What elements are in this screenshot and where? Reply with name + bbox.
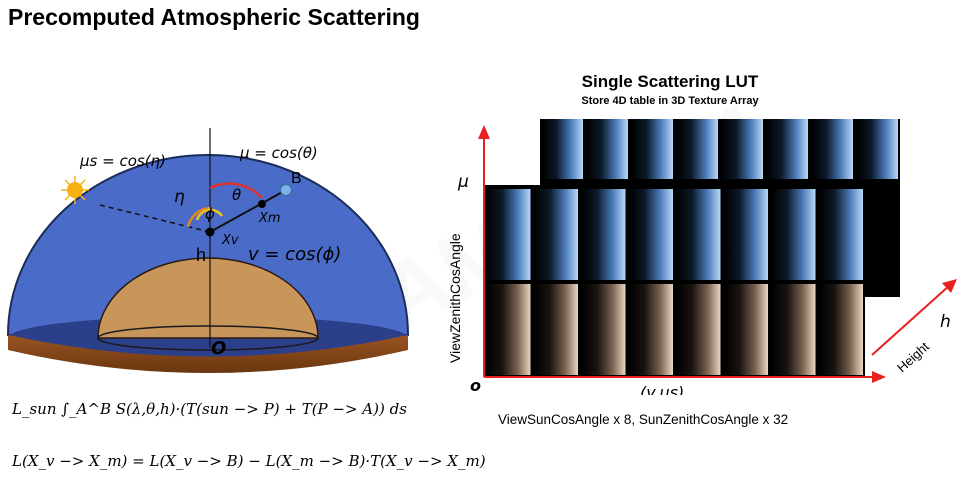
xm-point	[258, 200, 266, 208]
x-axis-label: (v,μs)	[640, 383, 684, 395]
phi-label: ϕ	[205, 205, 215, 223]
lut-tile	[629, 189, 673, 280]
lut-tile	[677, 189, 721, 280]
lut-tile	[487, 284, 531, 375]
lut-title: Single Scattering LUT	[581, 72, 759, 91]
lut-tile	[857, 119, 898, 179]
lut-tile	[487, 189, 531, 280]
mu-s-label: μs = cos(η)	[79, 152, 166, 170]
b-label: B	[291, 170, 302, 187]
lut-tile	[819, 284, 863, 375]
lut-tile	[542, 119, 583, 179]
lut-tile	[772, 284, 816, 375]
xv-label: Xv	[221, 233, 239, 248]
b-point	[280, 184, 292, 196]
lut-tile	[677, 119, 718, 179]
mu-symbol: μ	[457, 172, 469, 192]
xm-label: Xm	[258, 211, 281, 226]
lut-origin: o	[470, 376, 481, 395]
theta-arc	[209, 182, 263, 199]
lut-subtitle: Store 4D table in 3D Texture Array	[581, 95, 759, 107]
lut-tile	[724, 189, 768, 280]
lut-front-layer	[485, 185, 865, 377]
lut-tile	[722, 119, 763, 179]
lut-tile	[812, 119, 853, 179]
lut-tile	[677, 284, 721, 375]
h-symbol: h	[940, 312, 951, 332]
lut-tile	[587, 119, 628, 179]
lut-figure: μ ViewZenithCosAngle o (v,μs) Height h	[447, 119, 957, 395]
v-label: v = cos(ϕ)	[248, 244, 341, 265]
eta-arc	[186, 206, 211, 228]
equation-single-scattering: L_sun ∫_A^B S(λ,θ,h)·(T(sun −> P) + T(P …	[12, 400, 407, 418]
theta-label: θ	[232, 186, 241, 204]
lut-tile	[772, 189, 816, 280]
phi-arc	[195, 208, 224, 221]
lut-tile	[724, 284, 768, 375]
y-axis-label: ViewZenithCosAngle	[447, 233, 463, 363]
mu-label: μ = cos(θ)	[239, 144, 318, 162]
view-ray	[209, 189, 287, 233]
equation-radiance-difference: L(X_v −> X_m) = L(X_v −> B) − L(X_m −> B…	[12, 452, 486, 470]
lut-caption: ViewSunCosAngle x 8, SunZenithCosAngle x…	[498, 412, 789, 427]
lut-tile	[582, 189, 626, 280]
height-label: Height	[894, 339, 932, 376]
eta-label: η	[174, 187, 185, 207]
origin-label: O	[211, 338, 226, 359]
lut-tile	[629, 284, 673, 375]
lut-tile	[767, 119, 808, 179]
lut-tile	[534, 189, 578, 280]
lut-tile	[632, 119, 673, 179]
earth-dome	[97, 257, 319, 339]
sun-icon	[61, 176, 89, 204]
xv-point	[205, 227, 215, 237]
lut-tile	[819, 189, 863, 280]
lut-tile	[582, 284, 626, 375]
ground	[8, 335, 408, 373]
sky-dome	[6, 154, 410, 336]
slide-title: Precomputed Atmospheric Scattering	[8, 4, 420, 30]
lut-tile	[534, 284, 578, 375]
h-label: h	[196, 245, 206, 265]
atmosphere-diagram: μs = cos(η) μ = cos(θ) B η θ ϕ Xm Xv h v…	[6, 128, 410, 373]
